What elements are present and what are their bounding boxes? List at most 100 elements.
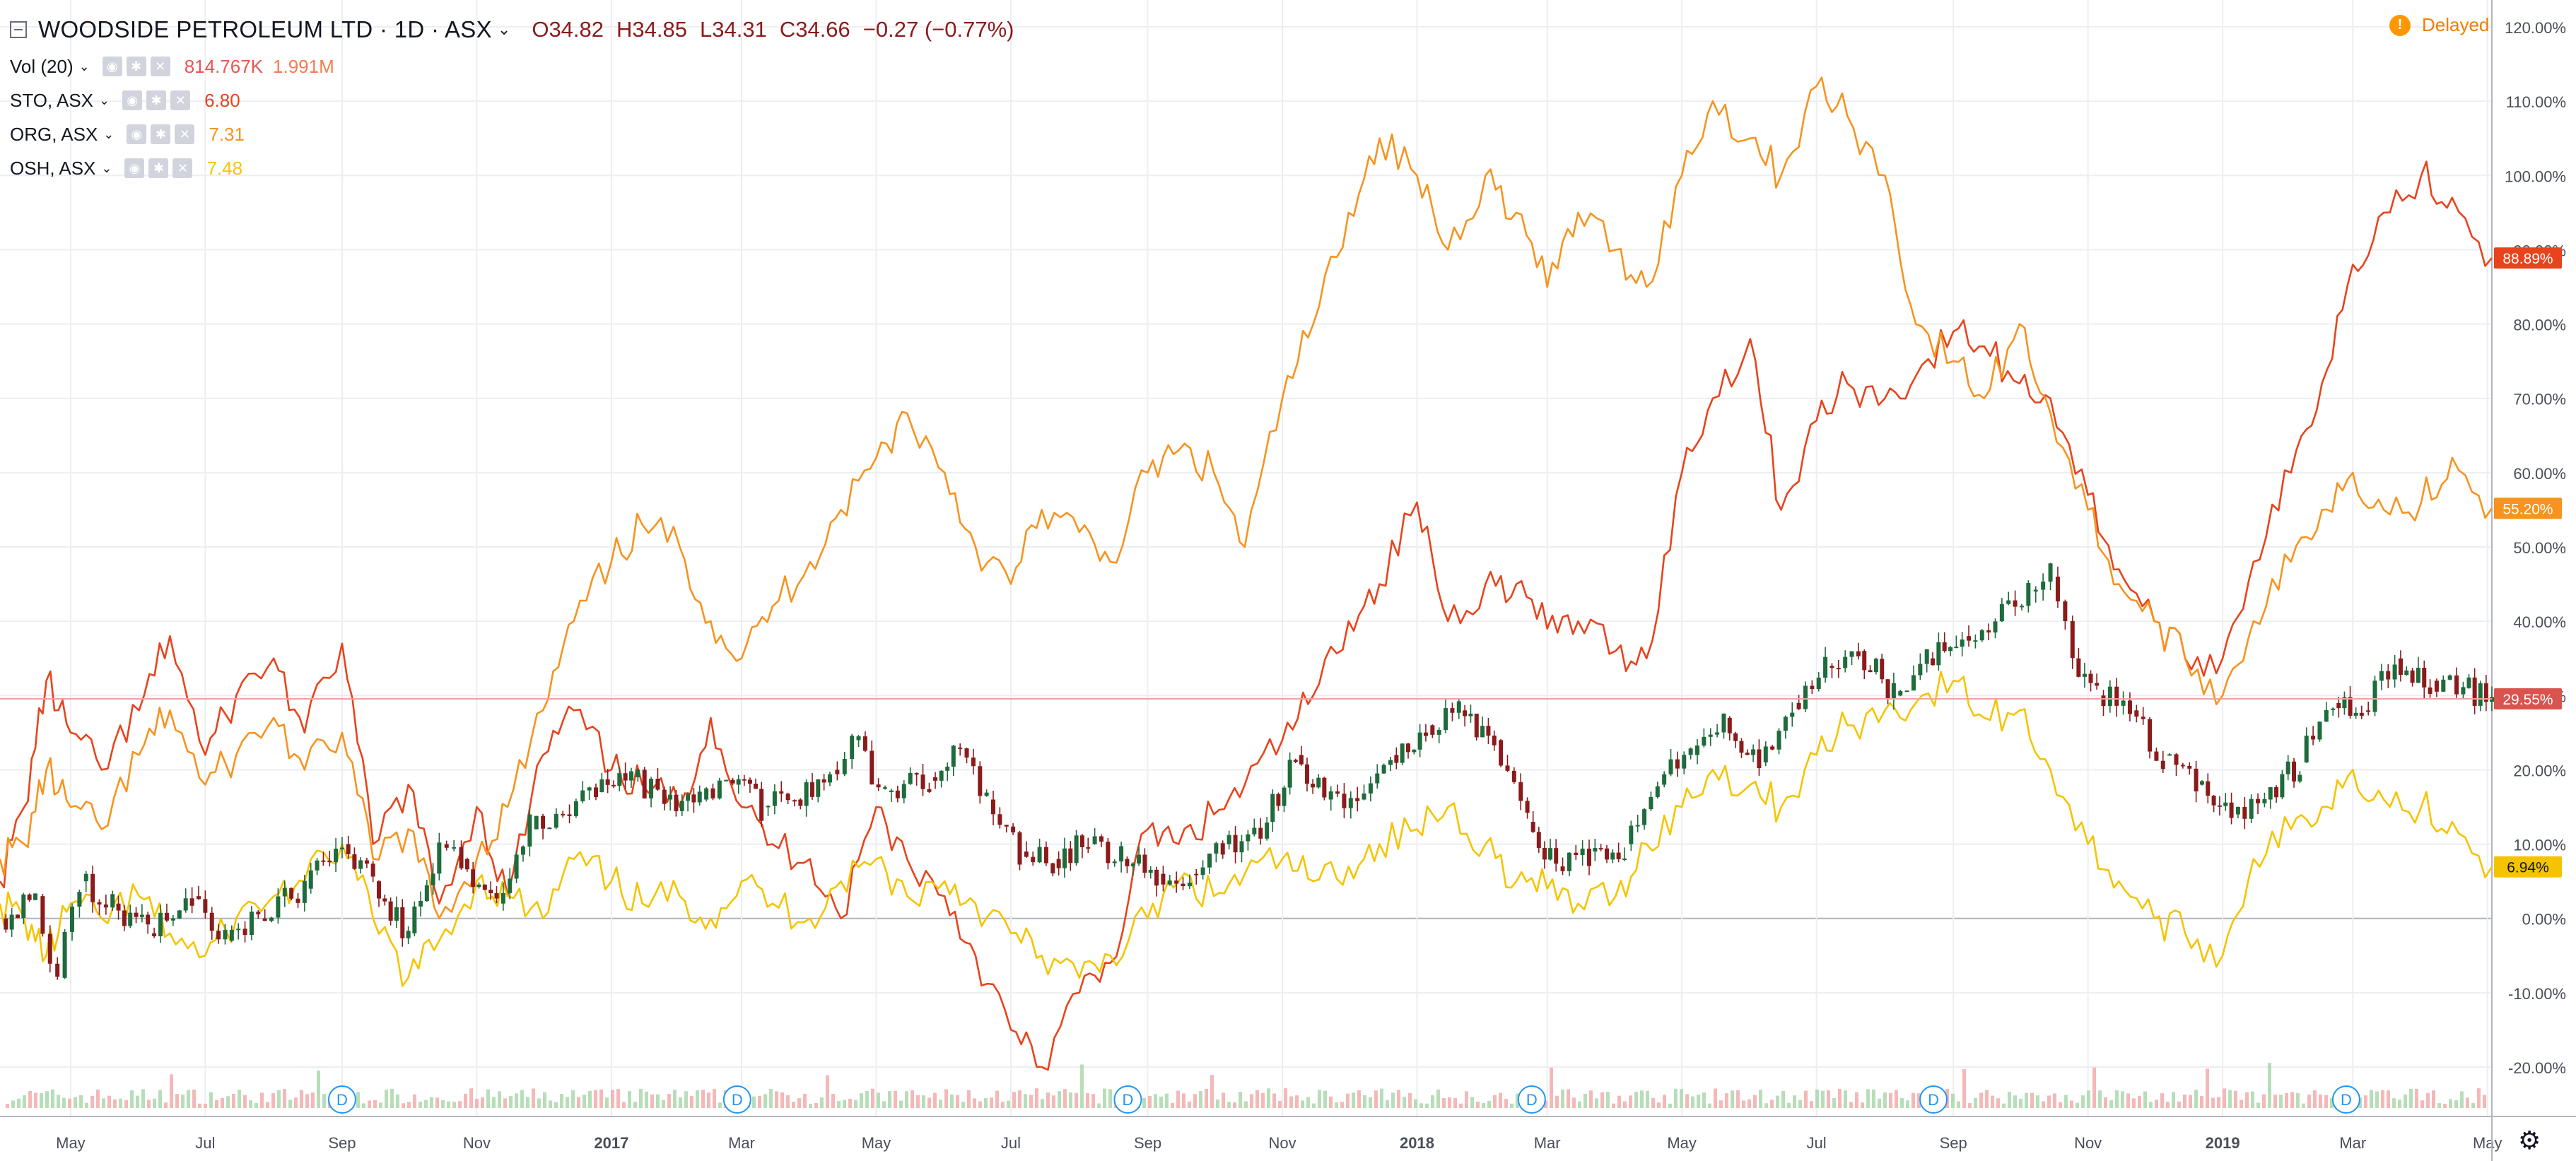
candle-body [346, 844, 351, 854]
eye-icon[interactable]: ◉ [122, 90, 143, 110]
settings-gear-icon[interactable]: ⚙ [2518, 1126, 2541, 1155]
candle-body [229, 929, 234, 941]
candle-body [1721, 713, 1726, 733]
dividend-icon[interactable] [327, 1085, 356, 1114]
volume-bar [1403, 1097, 1406, 1108]
candle-body [611, 784, 616, 786]
indicator-name[interactable]: Vol (20) [10, 55, 74, 77]
close-icon[interactable]: ✕ [172, 158, 193, 178]
dividend-icon[interactable] [1517, 1085, 1546, 1114]
volume-bar [1861, 1102, 1864, 1108]
volume-bar [1589, 1090, 1593, 1108]
volume-bar [775, 1091, 778, 1108]
gear-icon[interactable]: ✱ [148, 158, 169, 178]
volume-bar [1154, 1094, 1157, 1108]
candle-body [1954, 647, 1959, 649]
volume-bar [520, 1090, 524, 1108]
x-tick-label: May [862, 1134, 891, 1152]
volume-bar [2132, 1098, 2136, 1108]
candle-body [1056, 859, 1061, 868]
candle-body [1751, 749, 1756, 755]
chevron-down-icon[interactable]: ⌄ [99, 93, 110, 107]
volume-bar [1759, 1090, 1762, 1108]
close-icon[interactable]: ✕ [170, 90, 191, 110]
candle-body [1011, 826, 1016, 832]
candle-body [183, 898, 188, 911]
volume-bar [1148, 1095, 1152, 1108]
candle-body [1662, 774, 1667, 785]
collapse-icon[interactable] [10, 21, 27, 38]
candle-body [1727, 717, 1732, 733]
candle-body [2292, 761, 2297, 782]
gear-icon[interactable]: ✱ [126, 57, 146, 76]
symbol-title[interactable]: WOODSIDE PETROLEUM LTD · 1D · ASX [38, 16, 492, 42]
candle-body [668, 794, 673, 800]
dividend-icon[interactable] [2331, 1085, 2360, 1114]
volume-bar [2251, 1091, 2254, 1108]
candle-body [991, 799, 996, 815]
volume-bar [238, 1090, 241, 1108]
volume-bar [2104, 1097, 2107, 1108]
volume-bar [1561, 1089, 1564, 1108]
volume-bar [1272, 1093, 1276, 1108]
candle-body [1587, 848, 1592, 866]
volume-bar [1369, 1097, 1372, 1108]
candle-body [1536, 832, 1541, 848]
candle-body [236, 929, 241, 931]
volume-bar [6, 1103, 9, 1108]
volume-bar [566, 1097, 569, 1108]
close-value: C34.66 [779, 17, 850, 42]
volume-bar [1668, 1103, 1672, 1108]
candle-body [520, 846, 525, 855]
chevron-down-icon[interactable]: ⌄ [103, 126, 115, 141]
candle-body [2416, 667, 2420, 683]
volume-bar [1312, 1103, 1316, 1108]
volume-bar [74, 1097, 77, 1108]
candle-body [1430, 725, 1435, 735]
dividend-icon[interactable] [1919, 1085, 1948, 1114]
volume-bar [707, 1092, 710, 1108]
eye-icon[interactable]: ◉ [124, 158, 145, 178]
close-icon[interactable]: ✕ [175, 124, 195, 144]
x-tick-label: May [56, 1134, 86, 1152]
candle-body [1979, 630, 1984, 641]
candle-body [1187, 883, 1192, 887]
candle-body [889, 790, 894, 792]
volume-bar [752, 1096, 756, 1108]
volume-bar [486, 1089, 490, 1108]
volume-bar [679, 1097, 682, 1108]
eye-icon[interactable]: ◉ [127, 124, 147, 144]
candle-body [1348, 798, 1353, 808]
indicator-name[interactable]: OSH, ASX [10, 157, 96, 179]
volume-bar [2483, 1095, 2486, 1108]
candle-body [1548, 848, 1553, 860]
gear-icon[interactable]: ✱ [146, 90, 167, 110]
volume-bar [2098, 1090, 2102, 1108]
gear-icon[interactable]: ✱ [151, 124, 171, 144]
candle-body [958, 747, 963, 749]
volume-bar [2076, 1102, 2079, 1108]
eye-icon[interactable]: ◉ [102, 57, 122, 76]
candle-body [269, 917, 274, 921]
chevron-down-icon[interactable]: ⌄ [78, 59, 90, 73]
volume-bar [1747, 1099, 1751, 1108]
volume-bar [820, 1097, 824, 1108]
dividend-label: D [1526, 1091, 1538, 1109]
indicator-name[interactable]: STO, ASX [10, 89, 94, 111]
candle-body [1299, 755, 1304, 765]
close-icon[interactable]: ✕ [150, 57, 170, 76]
volume-bar [1787, 1102, 1791, 1108]
volume-bar [860, 1093, 863, 1108]
chevron-down-icon[interactable]: ⌄ [101, 160, 112, 175]
dividend-icon[interactable] [722, 1085, 751, 1114]
candle-body [452, 847, 457, 849]
indicator-name[interactable]: ORG, ASX [10, 123, 98, 145]
chevron-down-icon[interactable]: ⌄ [497, 20, 511, 38]
volume-bar [1318, 1090, 1321, 1108]
delayed-badge[interactable]: ! Delayed [2389, 14, 2489, 36]
candle-body [951, 745, 956, 767]
volume-bar [1397, 1090, 1400, 1108]
dividend-icon[interactable] [1113, 1085, 1142, 1114]
